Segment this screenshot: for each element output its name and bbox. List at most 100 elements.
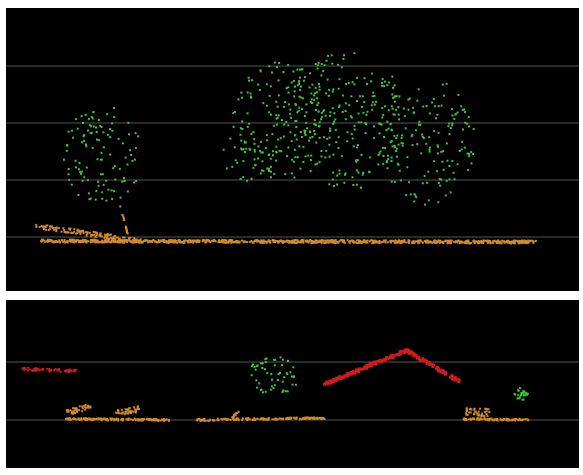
vegetation-point xyxy=(289,109,291,111)
building-point xyxy=(364,366,367,369)
vegetation-point xyxy=(329,130,331,132)
vegetation-point xyxy=(100,173,102,175)
ground-point xyxy=(104,237,106,239)
vegetation-point xyxy=(75,160,77,162)
vegetation-point xyxy=(85,143,87,145)
ground-point xyxy=(521,419,523,421)
vegetation-point xyxy=(261,160,263,162)
vegetation-point xyxy=(428,136,430,138)
vegetation-point xyxy=(266,168,268,170)
building-point xyxy=(353,371,356,374)
vegetation-point xyxy=(321,116,323,118)
vegetation-point xyxy=(257,145,259,147)
ground-point xyxy=(488,411,490,413)
ground-point xyxy=(453,241,455,243)
vegetation-point xyxy=(381,82,383,84)
ground-point xyxy=(133,237,135,239)
vegetation-point xyxy=(372,95,374,97)
ground-point xyxy=(178,239,180,241)
vegetation-point xyxy=(88,118,90,120)
ground-point xyxy=(281,418,283,420)
vegetation-point xyxy=(242,176,244,178)
ground-point xyxy=(502,419,504,421)
ground-point xyxy=(513,419,515,421)
vegetation-point xyxy=(320,150,322,152)
vegetation-point xyxy=(391,160,393,162)
vegetation-point xyxy=(273,173,275,175)
vegetation-point xyxy=(446,180,448,182)
ground-point xyxy=(73,228,75,230)
ground-point xyxy=(64,231,66,233)
vegetation-point xyxy=(391,140,393,142)
ground-point xyxy=(47,239,49,241)
vegetation-point xyxy=(424,175,426,177)
ground-point xyxy=(243,241,245,243)
ground-point xyxy=(87,407,89,409)
vegetation-point xyxy=(317,110,319,112)
ground-point xyxy=(290,241,292,243)
ground-point xyxy=(125,226,127,228)
ground-point xyxy=(342,241,344,243)
building-point xyxy=(458,380,461,383)
vegetation-point xyxy=(457,112,459,114)
vegetation-point xyxy=(240,92,242,94)
ground-point xyxy=(110,241,112,243)
ground-point xyxy=(185,239,187,241)
vegetation-point xyxy=(114,165,116,167)
ground-point xyxy=(375,241,377,243)
vegetation-point xyxy=(133,182,135,184)
vegetation-point xyxy=(338,106,340,108)
ground-point xyxy=(330,240,332,242)
ground-point xyxy=(122,240,124,242)
ground-point xyxy=(327,242,329,244)
vegetation-point xyxy=(382,147,384,149)
ground-point xyxy=(165,241,167,243)
vegetation-point xyxy=(335,141,337,143)
vegetation-point xyxy=(270,373,272,375)
vegetation-point xyxy=(472,153,474,155)
building-point xyxy=(27,369,29,371)
vegetation-point xyxy=(294,149,296,151)
vegetation-point xyxy=(260,362,262,364)
vegetation-point xyxy=(345,83,347,85)
building-point xyxy=(406,349,409,352)
ground-point xyxy=(135,240,137,242)
vegetation-point xyxy=(278,79,280,81)
vegetation-point xyxy=(259,150,261,152)
vegetation-point xyxy=(450,191,452,193)
vegetation-point xyxy=(255,164,257,166)
vegetation-point xyxy=(353,145,355,147)
vegetation-point xyxy=(240,148,242,150)
ground-point xyxy=(246,241,248,243)
ground-point xyxy=(394,242,396,244)
vegetation-point xyxy=(92,118,94,120)
vegetation-point xyxy=(328,95,330,97)
building-point xyxy=(334,377,337,380)
building-point xyxy=(376,360,379,363)
vegetation-point xyxy=(245,148,247,150)
vegetation-point xyxy=(304,115,306,117)
vegetation-point xyxy=(256,365,258,367)
vegetation-point xyxy=(256,387,258,389)
vegetation-point xyxy=(318,83,320,85)
ground-point xyxy=(183,242,185,244)
vegetation-point xyxy=(416,143,418,145)
vegetation-point xyxy=(453,172,455,174)
vegetation-point xyxy=(113,190,115,192)
vegetation-point xyxy=(350,95,352,97)
vegetation-point xyxy=(427,171,429,173)
building-point xyxy=(46,368,48,370)
vegetation-point xyxy=(91,132,93,134)
building-point xyxy=(23,369,25,371)
ground-point xyxy=(363,241,365,243)
vegetation-point xyxy=(381,85,383,87)
vegetation-point xyxy=(522,392,524,394)
ground-point xyxy=(513,240,515,242)
ground-point xyxy=(336,242,338,244)
vegetation-point xyxy=(273,359,275,361)
vegetation-point xyxy=(435,117,437,119)
vegetation-point xyxy=(382,163,384,165)
ground-point xyxy=(238,419,240,421)
vegetation-point xyxy=(332,123,334,125)
building-point xyxy=(39,369,41,371)
